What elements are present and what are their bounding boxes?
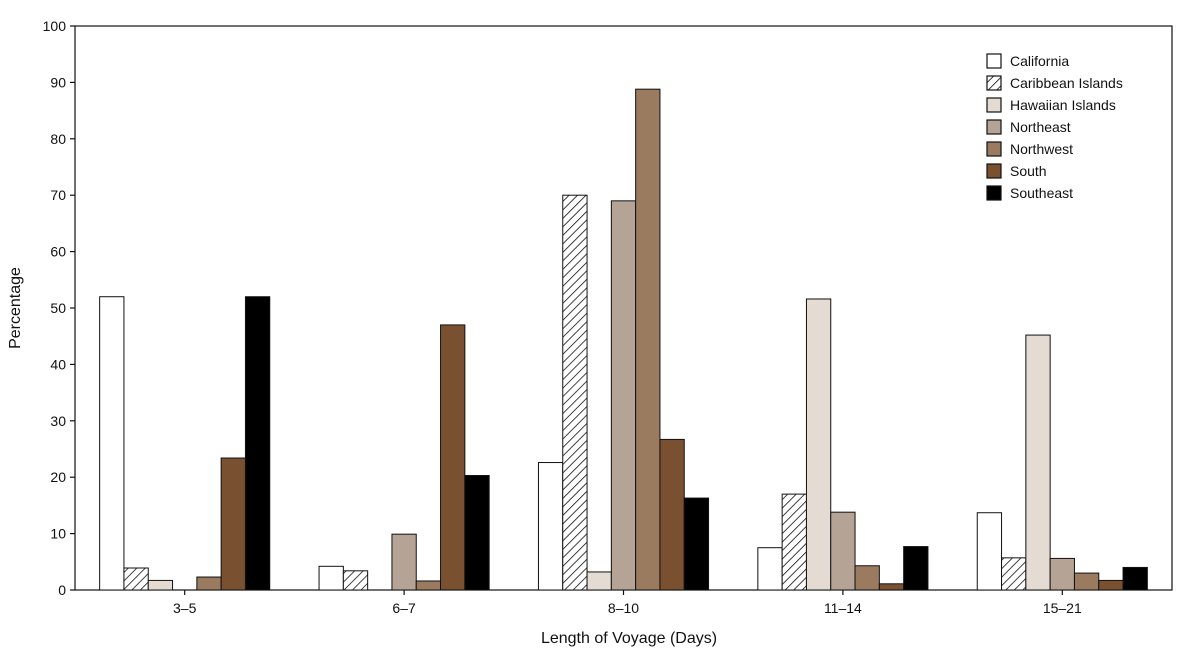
bar	[440, 324, 466, 591]
bar	[854, 565, 880, 591]
legend-label: Caribbean Islands	[1010, 75, 1123, 91]
legend-label: Hawaiian Islands	[1010, 97, 1116, 113]
bar	[805, 298, 832, 591]
legend-swatch	[986, 141, 1002, 157]
bar	[99, 296, 125, 591]
bar	[464, 475, 490, 591]
y-tick-label: 40	[50, 356, 66, 372]
y-tick-label: 100	[43, 18, 67, 34]
bar	[1001, 557, 1027, 591]
bar	[659, 438, 685, 591]
y-tick-label: 70	[50, 187, 66, 203]
bar	[562, 194, 588, 591]
legend-label: Northeast	[1010, 119, 1071, 135]
bar	[123, 567, 149, 591]
bar	[781, 493, 807, 591]
legend-swatch	[986, 119, 1002, 135]
y-axis-title: Percentage	[7, 267, 24, 349]
bar	[635, 88, 661, 591]
x-axis-title: Length of Voyage (Days)	[541, 630, 717, 647]
legend-swatch	[986, 163, 1002, 179]
y-tick-label: 60	[50, 244, 66, 260]
y-tick-label: 20	[50, 469, 66, 485]
bar	[537, 462, 564, 591]
axes: 0 10 20 30 40 50 60 70 80 90 100 3–5 6–7 8–10 11–14 15–…	[43, 18, 1173, 616]
bar	[318, 565, 344, 591]
bar	[757, 547, 783, 591]
bar	[830, 511, 856, 591]
bars	[99, 88, 1148, 591]
y-tick-label: 0	[58, 582, 66, 598]
legend-label: California	[1010, 53, 1069, 69]
legend: California Caribbean Islands Hawaiian Isla…	[986, 53, 1123, 201]
bar	[1073, 572, 1100, 591]
y-tick-label: 80	[50, 131, 66, 147]
bar	[342, 570, 369, 591]
bar	[196, 576, 222, 591]
bar	[147, 579, 174, 591]
bar	[683, 497, 710, 591]
bar	[1098, 579, 1124, 591]
bar	[415, 580, 442, 591]
bar	[244, 296, 271, 591]
bar	[220, 457, 246, 591]
bar	[878, 583, 905, 591]
legend-swatch	[986, 75, 1002, 91]
x-tick-label: 8–10	[608, 600, 639, 616]
bar	[586, 571, 612, 591]
bar	[903, 546, 929, 591]
bar	[1025, 334, 1051, 591]
y-tick-label: 30	[50, 413, 66, 429]
legend-label: Northwest	[1010, 141, 1073, 157]
legend-swatch	[986, 53, 1002, 69]
x-tick-label: 15–21	[1043, 600, 1082, 616]
legend-swatch	[986, 185, 1002, 201]
x-tick-label: 11–14	[824, 600, 862, 616]
bar	[1049, 557, 1075, 591]
y-tick-label: 10	[50, 526, 66, 542]
y-tick-label: 90	[50, 74, 66, 90]
legend-swatch	[986, 97, 1002, 113]
bar	[610, 200, 637, 591]
x-tick-label: 3–5	[173, 600, 197, 616]
bar	[391, 533, 417, 591]
x-tick-label: 6–7	[392, 600, 416, 616]
y-tick-label: 50	[50, 300, 66, 316]
bar	[976, 512, 1003, 591]
legend-label: Southeast	[1010, 185, 1073, 201]
legend-label: South	[1010, 163, 1047, 179]
bar	[1122, 566, 1148, 591]
